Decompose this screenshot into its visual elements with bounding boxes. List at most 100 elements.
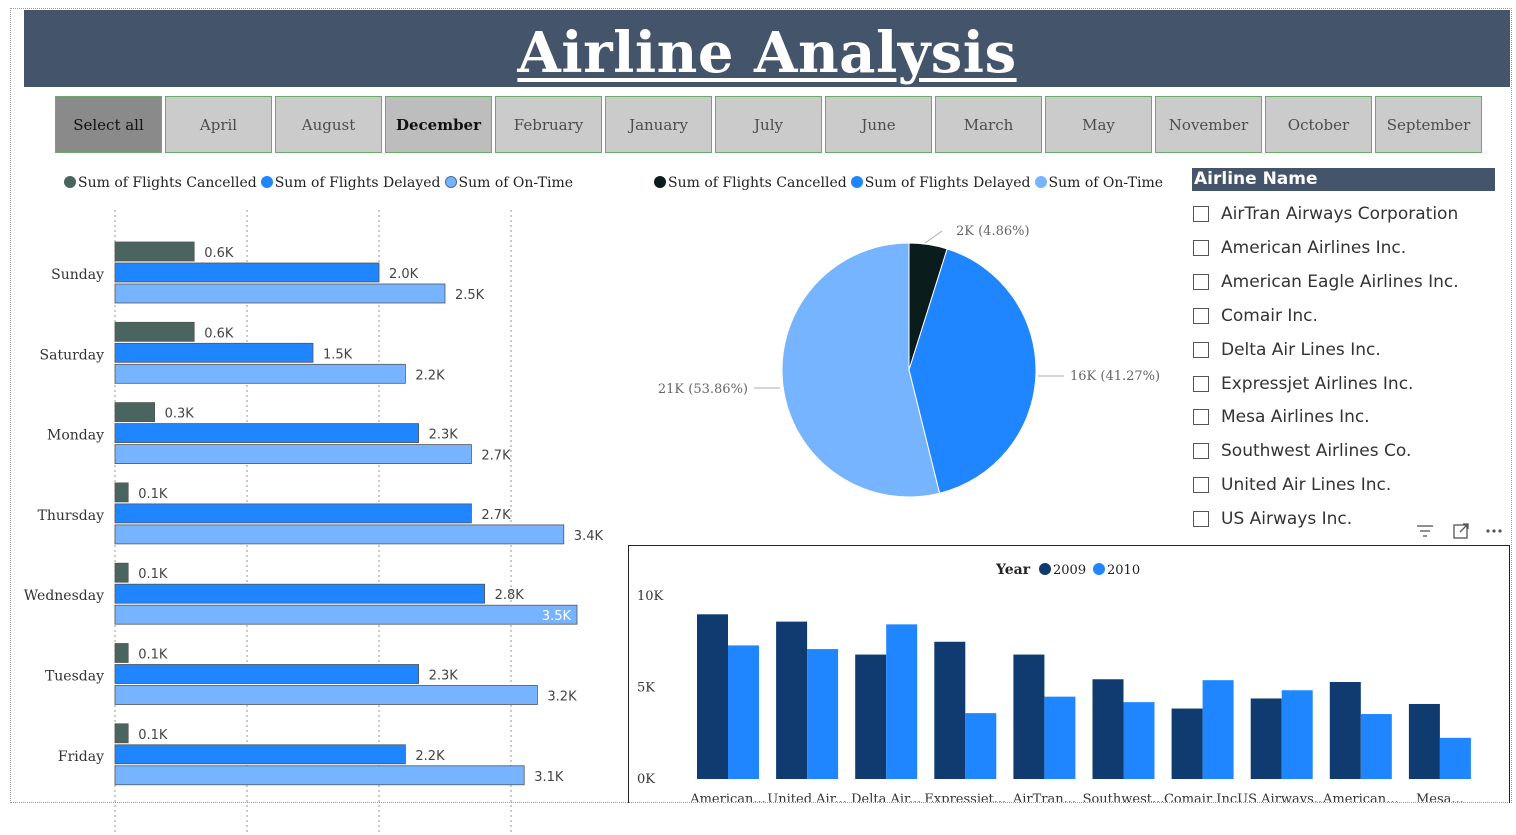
day-chart-legend-item[interactable]: Sum of Flights Cancelled — [64, 175, 257, 191]
day-bar — [114, 744, 406, 765]
day-bar — [114, 262, 380, 283]
day-data-label: 0.1K — [138, 648, 168, 663]
legend-dot-icon — [64, 176, 76, 188]
airline-option-label: United Air Lines Inc. — [1221, 475, 1392, 496]
airline-option[interactable]: United Air Lines Inc. — [1193, 473, 1391, 497]
airline-option[interactable]: American Airlines Inc. — [1193, 236, 1406, 260]
year-y-tick-label: 0K — [637, 772, 655, 787]
year-bar — [697, 614, 728, 779]
airline-checkbox[interactable] — [1193, 341, 1209, 358]
day-tick-label: Saturday — [40, 347, 105, 363]
airline-checkbox[interactable] — [1193, 477, 1209, 494]
month-button-may[interactable]: May — [1045, 96, 1152, 153]
airline-option-label: American Airlines Inc. — [1221, 237, 1407, 258]
pie-data-label: 2K (4.86%) — [956, 224, 1030, 239]
airline-option[interactable]: Southwest Airlines Co. — [1193, 439, 1411, 463]
year-bar — [1171, 708, 1203, 779]
day-bar — [114, 685, 538, 705]
airline-x-tick-label: Comair Inc. — [1164, 792, 1241, 802]
month-button-october[interactable]: October — [1265, 96, 1372, 153]
month-button-july[interactable]: July — [715, 96, 822, 153]
airline-checkbox[interactable] — [1193, 273, 1209, 290]
day-bar — [114, 283, 446, 304]
pie-chart-legend-item[interactable]: Sum of On-Time — [1034, 175, 1163, 191]
month-button-august[interactable]: August — [275, 96, 382, 153]
month-button-february[interactable]: February — [495, 96, 602, 153]
month-button-march[interactable]: March — [935, 96, 1042, 153]
month-button-select-all[interactable]: Select all — [55, 96, 162, 153]
day-chart-legend-item[interactable]: Sum of Flights Delayed — [260, 175, 441, 191]
airline-checkbox[interactable] — [1193, 307, 1209, 324]
airline-option[interactable]: US Airways Inc. — [1193, 507, 1352, 531]
airline-option[interactable]: Mesa Airlines Inc. — [1193, 405, 1370, 429]
day-data-label: 2.2K — [415, 368, 445, 383]
airline-option[interactable]: Comair Inc. — [1193, 304, 1318, 328]
month-button-december[interactable]: December — [385, 96, 492, 153]
year-bar — [807, 649, 839, 779]
day-data-label: 2.8K — [495, 588, 525, 603]
day-bar — [114, 482, 129, 503]
day-bar — [114, 342, 314, 363]
day-data-label: 3.5K — [542, 609, 572, 624]
airline-option[interactable]: Expressjet Airlines Inc. — [1193, 372, 1413, 396]
year-bar — [1250, 698, 1282, 779]
airline-option-label: American Eagle Airlines Inc. — [1221, 271, 1459, 292]
day-data-label: 3.4K — [574, 529, 604, 544]
day-tick-label: Friday — [58, 749, 104, 765]
airline-option[interactable]: American Eagle Airlines Inc. — [1193, 270, 1459, 294]
pie-leader-line — [924, 230, 943, 244]
airline-x-tick-label: Expressjet... — [924, 792, 1006, 802]
year-bar — [776, 621, 808, 779]
year-bar — [1281, 690, 1313, 779]
day-bar — [114, 321, 195, 342]
year-bar — [1013, 654, 1045, 779]
day-bar — [114, 723, 129, 744]
year-bar — [728, 645, 759, 779]
pie-chart-legend-item[interactable]: Sum of Flights Delayed — [850, 175, 1031, 191]
airline-option[interactable]: AirTran Airways Corporation — [1193, 202, 1458, 226]
more-options-icon[interactable] — [1484, 520, 1506, 542]
legend-label: Sum of Flights Delayed — [864, 175, 1031, 191]
day-data-label: 0.1K — [138, 728, 168, 743]
day-data-label: 2.5K — [455, 288, 485, 303]
day-tick-label: Sunday — [51, 267, 104, 283]
airline-option[interactable]: Delta Air Lines Inc. — [1193, 338, 1381, 362]
month-button-june[interactable]: June — [825, 96, 932, 153]
airline-x-tick-label: American... — [1322, 792, 1399, 802]
year-legend-label: 2010 — [1107, 563, 1140, 578]
airline-option-label: Delta Air Lines Inc. — [1221, 339, 1381, 360]
pie-chart-legend: Sum of Flights Cancelled Sum of Flights D… — [654, 175, 1167, 191]
day-data-label: 2.0K — [389, 267, 419, 282]
focus-mode-icon[interactable] — [1450, 520, 1472, 542]
pie-data-label: 16K (41.27%) — [1070, 369, 1160, 384]
year-bar — [1123, 702, 1155, 779]
year-bar — [965, 713, 997, 779]
day-bar — [114, 583, 486, 604]
month-button-september[interactable]: September — [1375, 96, 1482, 153]
year-legend-label: 2009 — [1053, 563, 1086, 578]
day-bar — [114, 402, 155, 423]
day-chart-legend-item[interactable]: Sum of On-Time — [444, 175, 573, 191]
airline-checkbox[interactable] — [1193, 409, 1209, 426]
airline-x-tick-label: US Airways... — [1237, 792, 1326, 802]
day-data-label: 3.2K — [547, 690, 577, 705]
legend-label: Sum of Flights Cancelled — [668, 175, 847, 191]
airline-option-label: AirTran Airways Corporation — [1221, 204, 1459, 224]
airline-option-label: Comair Inc. — [1221, 305, 1318, 326]
legend-dot-icon — [850, 176, 863, 188]
month-button-november[interactable]: November — [1155, 96, 1262, 153]
day-data-label: 0.6K — [204, 246, 234, 261]
airline-checkbox[interactable] — [1193, 206, 1209, 222]
legend-dot-icon — [444, 176, 457, 188]
day-data-label: 1.5K — [323, 347, 353, 362]
airline-checkbox[interactable] — [1193, 511, 1209, 528]
filter-icon[interactable] — [1414, 520, 1436, 542]
day-bar — [114, 503, 472, 524]
pie-chart-legend-item[interactable]: Sum of Flights Cancelled — [654, 175, 847, 191]
airline-checkbox[interactable] — [1193, 375, 1209, 392]
month-button-april[interactable]: April — [165, 96, 272, 153]
month-button-january[interactable]: January — [605, 96, 712, 153]
airline-checkbox[interactable] — [1193, 443, 1209, 460]
airline-checkbox[interactable] — [1193, 239, 1209, 256]
